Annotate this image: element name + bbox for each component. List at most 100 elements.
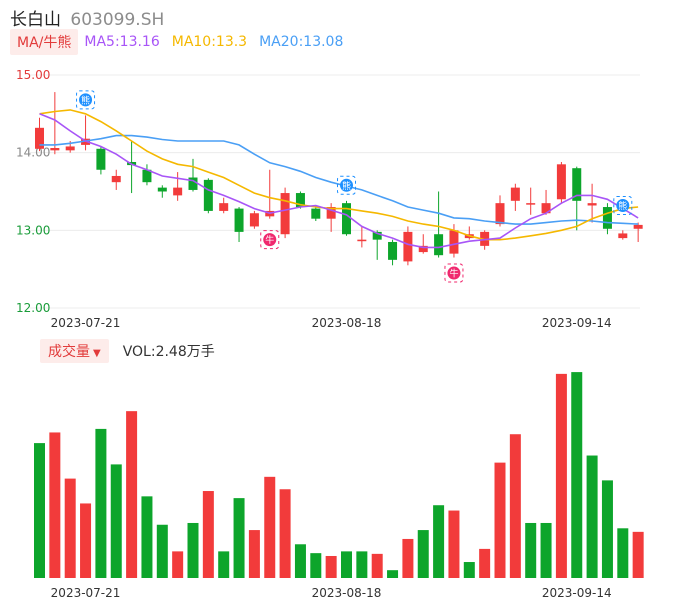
ma5-legend-label: MA5:13.16	[84, 34, 160, 50]
stock-name: 长白山	[10, 10, 61, 30]
volume-bar	[233, 498, 245, 578]
candle-body	[403, 231, 413, 262]
candle-body	[541, 203, 551, 214]
bear-signal-frame-icon	[613, 195, 633, 215]
bear-signal-glyph: 熊	[81, 94, 90, 106]
candle-body	[65, 146, 75, 151]
candle-body	[449, 230, 459, 254]
volume-bar	[463, 562, 475, 578]
candle-body	[418, 245, 428, 253]
volume-bar	[586, 455, 598, 578]
candle-body	[587, 203, 597, 206]
volume-bar	[632, 531, 644, 578]
caret-down-icon: ▼	[93, 348, 101, 359]
volume-bar	[49, 432, 61, 578]
bear-signal-glyph: 熊	[342, 180, 351, 192]
date-axis-label: 2023-07-21	[51, 316, 121, 330]
candle-body	[602, 207, 612, 229]
volume-bar	[264, 476, 276, 578]
candle-body	[50, 148, 60, 151]
date-axis-label: 2023-08-18	[312, 316, 382, 330]
ma-legend: MA/牛熊 MA5:13.16 MA10:13.3 MA20:13.08	[10, 29, 355, 55]
candle-body	[295, 193, 305, 208]
candle-body	[372, 231, 382, 240]
volume-bar	[479, 548, 491, 578]
volume-selector-button[interactable]: 成交量 ▼	[40, 339, 109, 363]
volume-bar	[433, 505, 445, 578]
stock-code: 603099.SH	[70, 10, 165, 30]
bear-signal-icon	[79, 93, 93, 107]
candle-body	[203, 179, 213, 211]
volume-bar	[417, 530, 429, 578]
volume-date-axis-label: 2023-07-21	[51, 586, 121, 600]
candle-body	[510, 187, 520, 201]
bull-signal-glyph: 牛	[265, 234, 274, 246]
ma20-legend-label: MA20:13.08	[259, 34, 344, 50]
volume-date-axis-label: 2023-08-18	[312, 586, 382, 600]
volume-bar	[509, 434, 521, 578]
volume-bar	[402, 538, 414, 578]
candle-body	[556, 164, 566, 200]
volume-bar	[356, 551, 368, 578]
volume-bar	[371, 553, 383, 578]
volume-bar	[617, 528, 629, 578]
candle-body	[96, 148, 106, 170]
candle-body	[434, 234, 444, 256]
ma5-line	[39, 113, 639, 249]
volume-bar	[156, 524, 168, 578]
volume-bar	[110, 464, 122, 578]
bull-signal-icon	[263, 233, 277, 247]
stock-title: 长白山 603099.SH	[10, 5, 164, 30]
volume-date-axis-label: 2023-09-14	[542, 586, 612, 600]
candle-body	[480, 231, 490, 246]
candle-body	[249, 213, 259, 227]
volume-bar	[64, 478, 76, 578]
volume-bar	[540, 522, 552, 578]
bear-signal-frame-icon	[337, 175, 356, 195]
volume-bar	[95, 428, 107, 578]
volume-bar	[601, 480, 613, 578]
candle-body	[219, 203, 229, 211]
candle-body	[111, 175, 121, 183]
volume-bar	[494, 462, 506, 578]
indicator-selector-button[interactable]: MA/牛熊	[10, 29, 79, 55]
candle-body	[188, 177, 198, 190]
volume-bar	[310, 553, 322, 578]
volume-bar	[555, 373, 567, 578]
volume-bar	[187, 522, 199, 578]
candle-body	[311, 208, 321, 219]
candle-body	[142, 169, 152, 183]
price-axis-label: 12.00	[16, 301, 50, 315]
candle-body	[388, 241, 398, 260]
candle-body	[618, 233, 628, 239]
bear-signal-glyph: 熊	[618, 200, 627, 212]
candle-body	[35, 127, 44, 149]
volume-bar	[141, 496, 153, 578]
volume-bar	[248, 530, 260, 578]
candle-body	[326, 207, 336, 219]
ma20-line	[39, 134, 639, 225]
candle-body	[342, 203, 351, 235]
ma10-line	[39, 109, 639, 241]
volume-bar	[325, 555, 337, 578]
bull-signal-frame-icon	[444, 263, 464, 283]
ma10-legend-label: MA10:13.3	[171, 34, 248, 50]
volume-bar	[294, 544, 306, 578]
candle-body	[357, 239, 367, 242]
volume-bar	[34, 443, 45, 578]
bull-signal-glyph: 牛	[449, 268, 458, 280]
candle-body	[234, 208, 244, 232]
volume-value-label: VOL:2.48万手	[122, 344, 215, 360]
volume-bar	[571, 372, 583, 578]
candle-body	[173, 187, 183, 196]
volume-bar	[172, 551, 184, 578]
bear-signal-icon	[340, 178, 353, 192]
volume-bar	[279, 489, 291, 578]
bear-signal-frame-icon	[76, 90, 96, 110]
volume-bar	[126, 411, 138, 578]
volume-bar	[218, 551, 230, 578]
candle-body	[157, 187, 167, 192]
volume-bar	[202, 491, 214, 578]
price-axis-label: 13.00	[16, 223, 50, 237]
